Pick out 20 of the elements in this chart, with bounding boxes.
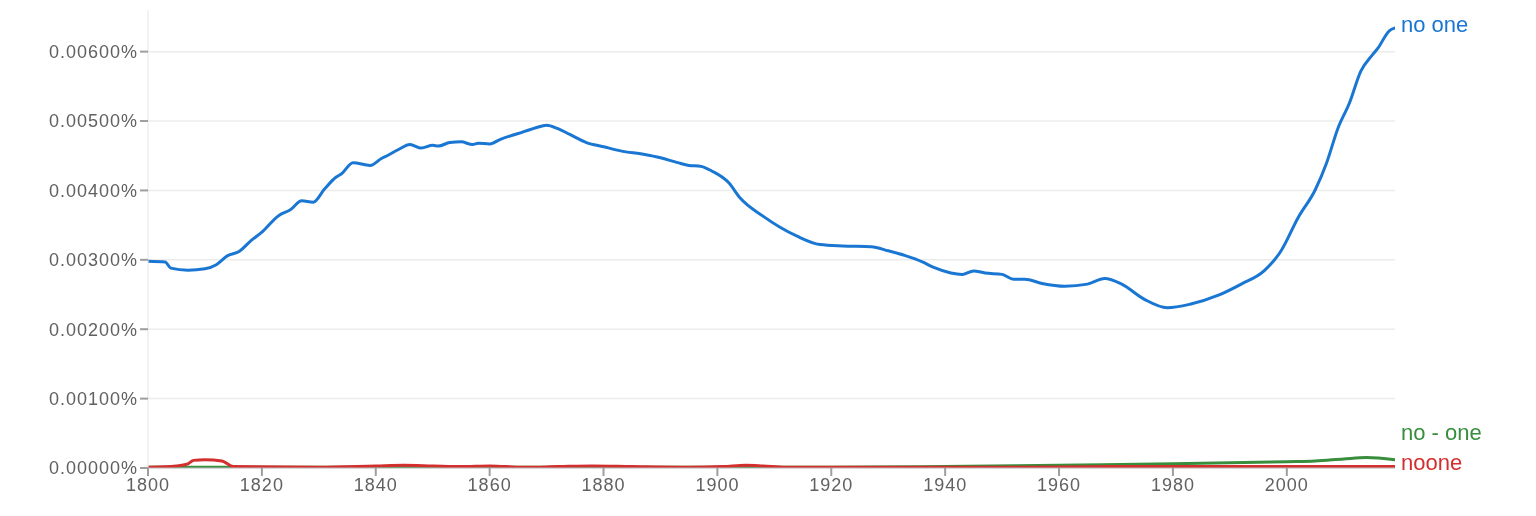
x-tick-label: 1920 (809, 474, 854, 495)
x-tick-label: 2000 (1264, 474, 1309, 495)
y-tick-label: 0.00400% (48, 180, 138, 201)
x-tick-label: 1880 (581, 474, 626, 495)
x-tick-label: 1900 (695, 474, 740, 495)
x-tick-label: 1960 (1037, 474, 1082, 495)
line-series (148, 26, 1395, 310)
x-tick-label: 1840 (353, 474, 398, 495)
y-tick-label: 0.00200% (48, 319, 138, 340)
x-tick-label: 1860 (467, 474, 512, 495)
series-label: no one (1401, 11, 1469, 37)
x-tick-label: 1820 (239, 474, 284, 495)
y-tick-label: 0.00500% (48, 111, 138, 132)
y-tick-label: 0.00300% (48, 250, 138, 271)
y-tick-label: 0.00100% (48, 389, 138, 409)
series-label: no - one (1401, 420, 1482, 446)
series-label: noone (1401, 450, 1463, 476)
y-tick-label: 0.00600% (48, 42, 138, 63)
x-tick-label: 1980 (1150, 474, 1195, 495)
x-tick-label: 1940 (923, 474, 968, 495)
